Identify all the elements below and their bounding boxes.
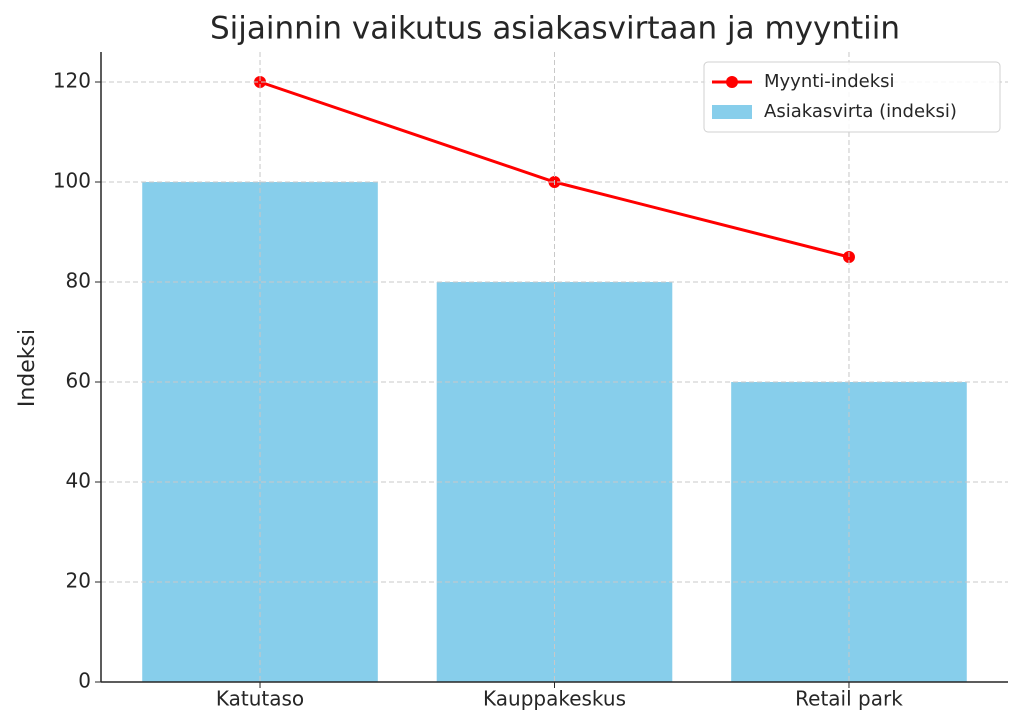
y-tick-label: 120: [53, 69, 91, 93]
y-tick-label: 80: [66, 269, 91, 293]
legend-label: Myynti-indeksi: [764, 71, 895, 92]
y-tick-label: 0: [78, 669, 91, 693]
legend-box: [703, 61, 1001, 133]
y-tick-label: 20: [66, 569, 91, 593]
x-tick-label: Katutaso: [216, 687, 304, 711]
y-tick-label: 100: [53, 169, 91, 193]
chart-title: Sijainnin vaikutus asiakasvirtaan ja myy…: [210, 11, 900, 47]
legend-swatch: [726, 76, 738, 88]
x-tick-label: Kauppakeskus: [483, 687, 626, 711]
y-axis-label: Indeksi: [15, 329, 40, 407]
y-tick-label: 60: [66, 369, 91, 393]
legend-label: Asiakasvirta (indeksi): [764, 101, 957, 122]
x-tick-label: Retail park: [795, 687, 903, 711]
y-tick-label: 40: [66, 469, 91, 493]
line-point: [254, 76, 267, 88]
legend-swatch: [712, 105, 752, 119]
